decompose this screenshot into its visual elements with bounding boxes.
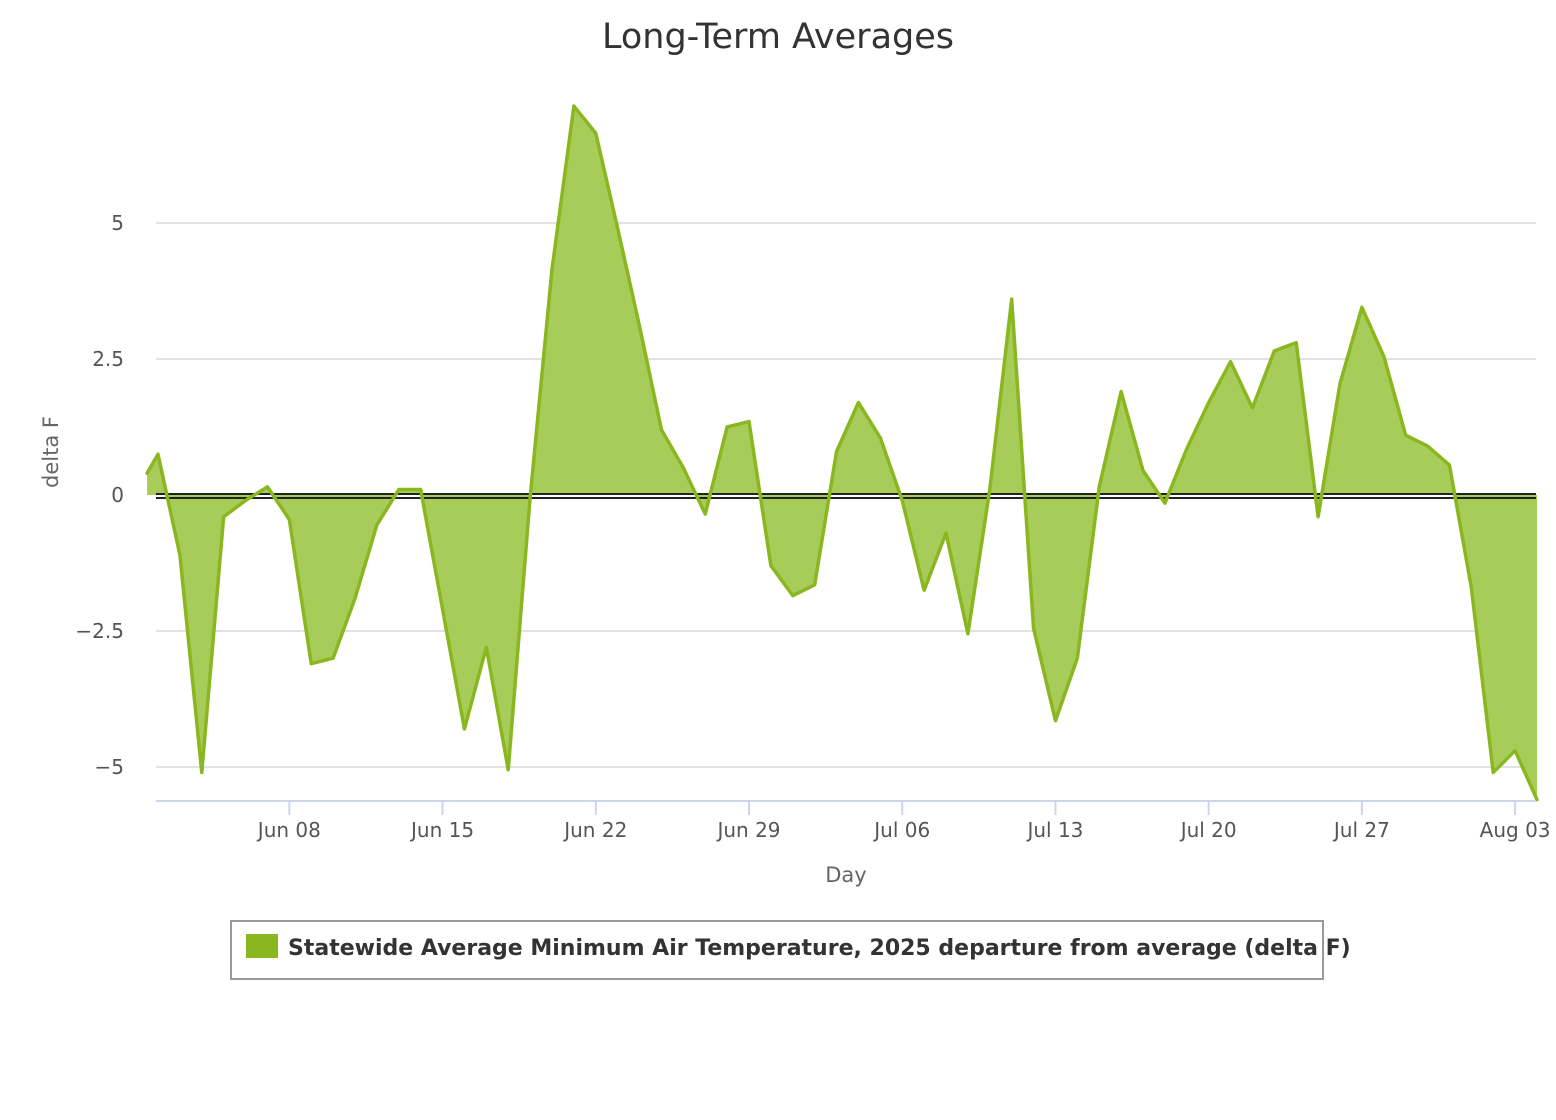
data-point [725, 425, 729, 429]
x-tick-label: Jun 29 [715, 818, 780, 842]
data-point [1426, 444, 1430, 448]
y-tick-label: −5 [95, 755, 124, 779]
legend-swatch [246, 934, 278, 958]
data-point [1207, 401, 1211, 405]
data-point [265, 485, 269, 489]
x-axis-title: Day [825, 863, 866, 887]
y-tick-label: −2.5 [75, 619, 124, 643]
data-point [747, 420, 751, 424]
data-point [1316, 515, 1320, 519]
y-tick-label: 2.5 [92, 347, 124, 371]
x-tick-label: Jul 20 [1179, 818, 1237, 842]
grid-lines [156, 222, 1536, 768]
data-point [659, 428, 663, 432]
data-point [353, 596, 357, 600]
data-point [1185, 447, 1189, 451]
legend[interactable]: Statewide Average Minimum Air Temperatur… [230, 920, 1351, 980]
data-point [287, 517, 291, 521]
data-point [681, 466, 685, 470]
data-point [550, 267, 554, 271]
data-point [1141, 469, 1145, 473]
data-point [1447, 463, 1451, 467]
data-point [1294, 341, 1298, 345]
data-point [703, 512, 707, 516]
data-point [1404, 433, 1408, 437]
data-point [462, 727, 466, 731]
data-point [944, 531, 948, 535]
data-point [375, 523, 379, 527]
x-tick-label: Jun 22 [562, 818, 627, 842]
data-point [616, 226, 620, 230]
data-point [835, 449, 839, 453]
data-point [397, 488, 401, 492]
x-tick-label: Jun 08 [256, 818, 321, 842]
y-tick-label: 5 [111, 211, 124, 235]
legend-box [230, 920, 1324, 980]
data-point [309, 662, 313, 666]
data-point [1513, 749, 1517, 753]
data-point [145, 471, 149, 475]
x-tick-label: Jul 13 [1025, 818, 1083, 842]
data-point [528, 496, 532, 500]
data-point [1163, 501, 1167, 505]
data-point [1097, 485, 1101, 489]
data-point [506, 768, 510, 772]
data-point [1338, 381, 1342, 385]
data-point [1053, 719, 1057, 723]
data-point [1032, 626, 1036, 630]
data-point [813, 583, 817, 587]
data-point [1469, 585, 1473, 589]
data-point [1382, 354, 1386, 358]
data-point [331, 656, 335, 660]
data-point [1229, 360, 1233, 364]
data-point [900, 498, 904, 502]
plot-area [145, 104, 1539, 802]
x-tick-label: Jun 15 [409, 818, 474, 842]
data-point [178, 553, 182, 557]
data-point [594, 131, 598, 135]
y-tick-label: 0 [111, 483, 124, 507]
data-point [1119, 390, 1123, 394]
data-point [572, 104, 576, 108]
data-point [484, 645, 488, 649]
data-point [1272, 349, 1276, 353]
x-tick-label: Aug 03 [1480, 818, 1551, 842]
data-point [1491, 770, 1495, 774]
x-tick-label: Jul 06 [872, 818, 930, 842]
legend-label[interactable]: Statewide Average Minimum Air Temperatur… [288, 936, 1351, 961]
data-point [1250, 406, 1254, 410]
chart-title: Long-Term Averages [602, 17, 954, 57]
data-point [769, 564, 773, 568]
data-point [1075, 656, 1079, 660]
series-area [147, 106, 1538, 800]
data-point [244, 498, 248, 502]
data-point [222, 515, 226, 519]
data-point [988, 488, 992, 492]
axes: −5 −2.5 0 2.5 5 Jun 08 Jun 15 Jun 22 Jun 29 Jul 0… [75, 211, 1550, 842]
x-tick-label: Jul 27 [1332, 818, 1390, 842]
data-point [156, 452, 160, 456]
data-point [791, 594, 795, 598]
data-point [638, 324, 642, 328]
data-point [966, 632, 970, 636]
data-point [878, 436, 882, 440]
y-axis-title: delta F [39, 416, 63, 488]
series-line [145, 104, 1539, 802]
data-point [1010, 297, 1014, 301]
data-point [419, 488, 423, 492]
data-point [856, 401, 860, 405]
data-point [922, 588, 926, 592]
data-point [1360, 305, 1364, 309]
data-point [200, 770, 204, 774]
data-point [441, 607, 445, 611]
